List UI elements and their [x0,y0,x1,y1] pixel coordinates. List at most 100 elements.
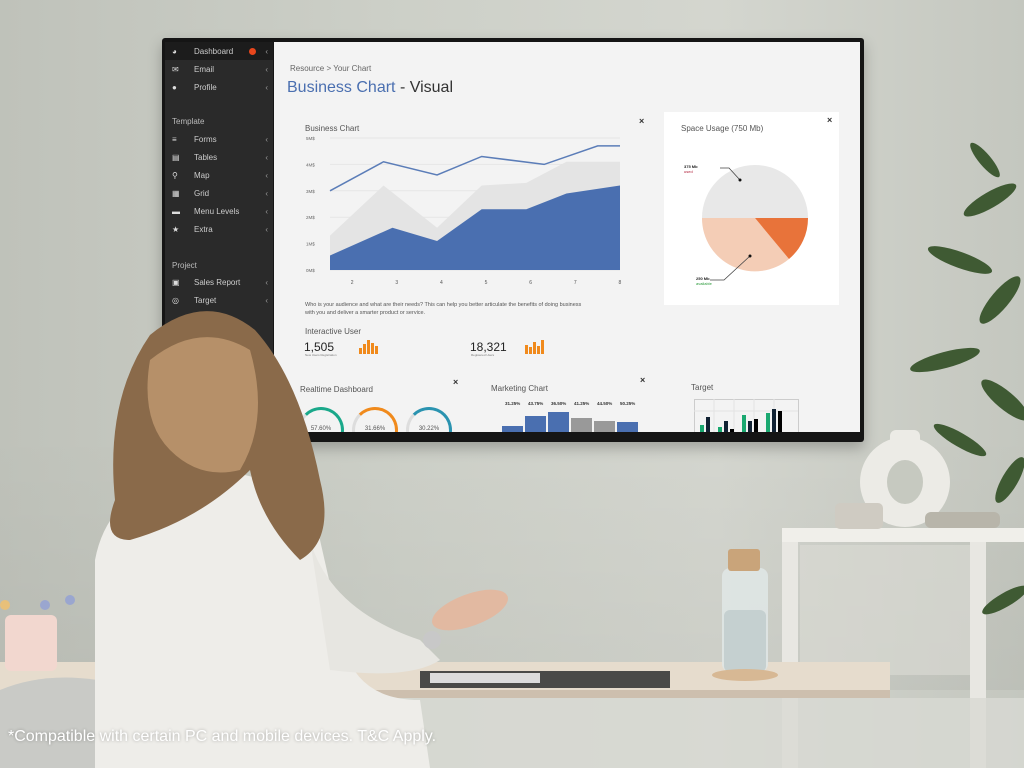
x-tick-label: 5 [485,280,488,286]
title-rest: - Visual [395,79,454,96]
target-bar [706,417,710,432]
gauge-value: 57.60% [310,426,332,432]
x-tick-label: 2 [351,280,354,286]
y-tick-label: 1M$ [306,242,315,247]
chevron-left-icon: ‹ [265,188,268,198]
x-tick-label: 4 [440,280,443,286]
chevron-left-icon: ‹ [265,152,268,162]
sidebar-item-email[interactable]: ✉ Email ‹ [172,64,268,74]
bar-label: 31.25% [505,401,521,406]
target-bar [742,415,746,432]
realtime-title: Realtime Dashboard [300,385,373,394]
sidebar-item-sales-report[interactable]: ▣ Sales Report ‹ [172,277,268,287]
section-template: Template [172,117,205,126]
sidebar-item-map[interactable]: ⚲ Map ‹ [172,170,268,180]
marketing-bar [571,418,592,432]
marketing-bar [525,416,546,432]
table-icon: ▤ [172,152,180,162]
chevron-left-icon: ‹ [265,82,268,92]
page-title: Business Chart - Visual [287,79,453,97]
report-icon: ▣ [172,277,180,287]
sidebar-item-target[interactable]: ◎ Target ‹ [172,295,268,305]
mini-bar-icon [359,340,378,354]
map-pin-icon: ⚲ [172,170,178,180]
new-users-label: New Users Registration [305,353,337,357]
marketing-title: Marketing Chart [491,384,548,393]
gauge-value: 30.22% [418,426,440,432]
star-icon: ★ [172,224,180,234]
chevron-left-icon: ‹ [265,295,268,305]
person [95,311,508,768]
interactive-user-title: Interactive User [305,327,362,336]
target-icon: ◎ [172,295,179,305]
business-chart: 0M$ 1M$ 2M$ 3M$ 4M$ 5M$ 2 3 4 5 6 7 8 [306,136,622,286]
dashboard-content: Resource > Your Chart Business Chart - V… [274,42,860,432]
email-icon: ✉ [172,64,179,74]
sidebar-item-extra[interactable]: ★ Extra ‹ [172,224,268,234]
sidebar-item-dashboard[interactable]: ◕ Dashboard ‹ [165,42,273,60]
target-chart [694,399,799,432]
side-table [782,528,1024,542]
x-tick-label: 8 [619,280,622,286]
target-bar [778,411,782,432]
space-usage-title: Space Usage (750 Mb) [681,124,764,133]
available-value: 250 Mb [696,276,710,281]
chevron-left-icon: ‹ [265,64,268,74]
target-bar [748,421,752,432]
flower-pot [5,615,57,671]
bar-label: 44.50% [597,401,613,406]
business-chart-title: Business Chart [305,124,360,133]
used-label: used [684,169,693,174]
close-icon[interactable]: × [453,377,459,387]
target-title: Target [691,383,714,392]
disclaimer-caption: *Compatible with certain PC and mobile d… [8,728,437,745]
close-icon[interactable]: × [827,115,833,125]
bar-label: 43.75% [528,401,544,406]
space-usage-card: Space Usage (750 Mb) × 375 Mb used 250 M… [664,112,839,305]
plant [910,142,1024,615]
forms-icon: ≡ [172,134,177,144]
pie-slice-available [701,218,789,272]
x-tick-label: 6 [529,280,532,286]
chevron-left-icon: ‹ [265,46,268,56]
y-tick-label: 4M$ [306,162,315,167]
dashboard-icon: ◕ [172,46,177,56]
marketing-bar [617,422,638,432]
bar-label: 36.50% [551,401,567,406]
target-bar [754,419,758,432]
pie-slice-other [755,218,809,259]
sidebar-item-profile[interactable]: ● Profile ‹ [172,82,268,92]
y-tick-label: 0M$ [306,268,315,273]
bar-label: 50.25% [620,401,636,406]
x-tick-label: 7 [574,280,577,286]
x-tick-label: 3 [395,280,398,286]
chevron-left-icon: ‹ [265,134,268,144]
sidebar-item-tables[interactable]: ▤ Tables ‹ [172,152,268,162]
sidebar-item-menu-levels[interactable]: ▬ Menu Levels ‹ [172,206,268,216]
target-bar [718,427,722,432]
y-tick-label: 3M$ [306,189,315,194]
keyboard [430,673,540,683]
available-label: available [696,281,712,286]
bowl [835,503,883,529]
close-icon[interactable]: × [639,116,645,126]
sidebar-item-grid[interactable]: ▦ Grid ‹ [172,188,268,198]
grid-icon: ▦ [172,188,180,198]
space-usage-pie [701,165,809,281]
close-icon[interactable]: × [640,375,646,385]
chevron-left-icon: ‹ [265,206,268,216]
title-accent: Business Chart [287,79,396,96]
target-bar [724,421,728,432]
marketing-bar [594,421,615,432]
bar-label: 41.25% [574,401,590,406]
chevron-left-icon: ‹ [265,277,268,287]
mini-bar-icon [525,340,544,354]
gauge-value: 31.66% [364,426,386,432]
target-bar [772,409,776,432]
folder-icon: ▬ [172,206,180,216]
chevron-left-icon: ‹ [265,170,268,180]
y-tick-label: 5M$ [306,136,315,141]
new-users-stat: 1,505 [304,340,335,354]
sidebar-item-forms[interactable]: ≡ Forms ‹ [172,134,268,144]
registered-users-label: Registered Users [471,353,495,357]
